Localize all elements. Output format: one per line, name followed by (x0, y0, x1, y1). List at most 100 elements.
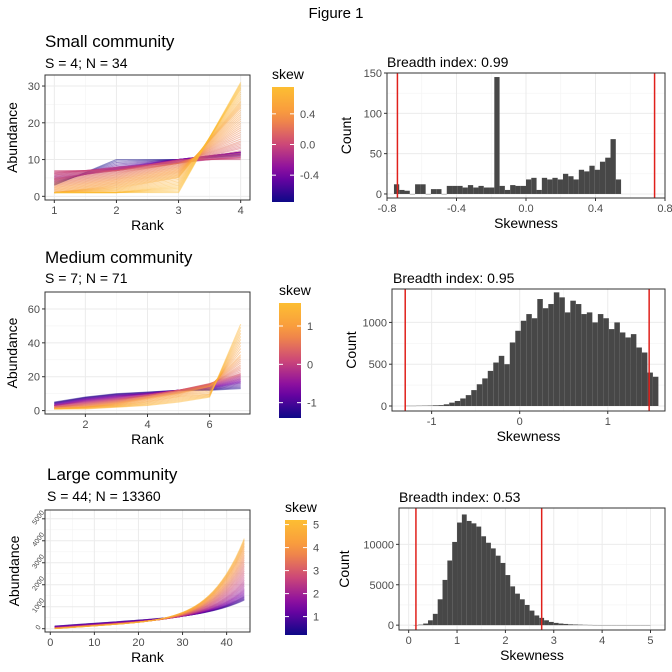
series-line (54, 153, 241, 177)
series-line (54, 114, 242, 191)
series-line (54, 383, 241, 405)
series-line (54, 599, 245, 627)
histogram-bar (452, 185, 458, 194)
series-line (54, 153, 241, 184)
legend-tick-label: 1 (307, 321, 313, 333)
legend: skew 1 0 -1 (279, 282, 317, 418)
histogram-bar (542, 308, 549, 406)
series-line (54, 567, 245, 629)
small-lines-panel: Small community S = 4; N = 34 1 2 3 4 0 10 20 30 R… (4, 32, 319, 233)
histogram-bar (430, 189, 437, 194)
series-line (54, 588, 245, 628)
series-line (54, 330, 242, 410)
series-line (54, 333, 242, 410)
series-line (54, 376, 241, 407)
histogram-bar (515, 185, 521, 194)
series-line (54, 155, 241, 186)
series-line (54, 83, 242, 194)
histogram-bar (473, 187, 479, 194)
x-tick-label: 0 (47, 637, 53, 649)
series-line (54, 348, 242, 410)
x-tick-label: 3 (551, 635, 557, 647)
histogram-bar (452, 541, 458, 626)
panel-title: Small community (45, 32, 175, 51)
y-tick-label: 10000 (363, 539, 394, 551)
histogram-bar (476, 526, 482, 626)
series-line (54, 578, 245, 629)
histogram-bar (487, 370, 494, 406)
series-group (54, 538, 245, 630)
histogram-bar (568, 176, 574, 194)
histogram-bar (558, 623, 564, 626)
histogram-bar (531, 318, 538, 406)
histogram-bar (526, 314, 532, 406)
histogram-bar (589, 165, 595, 194)
series-line (54, 595, 245, 628)
series-line (54, 378, 241, 407)
series-group (54, 82, 242, 194)
histogram-bar (432, 405, 439, 406)
series-line (54, 142, 241, 182)
histogram-bar (531, 177, 537, 194)
series-line (54, 151, 241, 180)
series-line (54, 100, 242, 194)
histogram-bar (553, 292, 560, 406)
legend-tick-label: 4 (313, 543, 319, 555)
histogram-bar (541, 177, 548, 194)
panel-title: Breadth index: 0.99 (387, 54, 509, 70)
series-line (54, 158, 241, 172)
series-line (54, 362, 242, 409)
series-line (54, 547, 245, 630)
histogram-bar (520, 320, 527, 406)
histogram-bar (603, 318, 609, 406)
histogram-bar (465, 395, 472, 406)
series-line (54, 129, 241, 186)
series-line (54, 367, 241, 408)
series-line (54, 354, 242, 410)
x-tick-label: 0 (517, 416, 523, 428)
series-line (54, 545, 245, 630)
series-line (54, 151, 241, 180)
histogram-bar (415, 184, 421, 194)
histogram-bar (457, 522, 462, 626)
histogram-bar (437, 599, 443, 626)
y-tick-label: 150 (364, 68, 382, 80)
histogram-bar (652, 376, 659, 406)
series-line (54, 125, 242, 188)
x-tick-label: 0.0 (518, 203, 533, 215)
series-line (54, 134, 241, 185)
y-tick-label: 20 (28, 118, 40, 130)
series-line (54, 127, 241, 187)
histogram-bar (466, 520, 472, 626)
series-line (54, 374, 241, 408)
series-line (54, 596, 245, 628)
histogram-bar (520, 185, 526, 194)
series-line (54, 140, 241, 183)
series-line (54, 152, 241, 178)
plot-border (398, 507, 666, 631)
y-tick-label: 1000 (31, 597, 46, 614)
histogram-bar (443, 404, 450, 406)
series-line (54, 156, 241, 175)
figure-title: Figure 1 (308, 5, 363, 22)
series-line (54, 336, 242, 410)
x-tick-label: 0.8 (657, 203, 672, 215)
series-line (54, 386, 241, 404)
legend-title: skew (285, 499, 318, 515)
series-line (54, 82, 242, 194)
series-line (54, 589, 245, 628)
series-line (54, 538, 245, 630)
series-line (54, 112, 242, 192)
series-line (54, 373, 241, 408)
legend-tick-label: 3 (313, 566, 319, 578)
panel-title: Breadth index: 0.95 (393, 270, 515, 286)
series-line (54, 116, 242, 191)
series-line (54, 106, 242, 194)
histogram-bar (519, 599, 525, 626)
x-tick-label: -0.8 (378, 203, 397, 215)
series-line (54, 356, 242, 410)
histogram-bar (592, 322, 598, 406)
series-line (54, 143, 241, 181)
histogram-bar (482, 378, 488, 406)
